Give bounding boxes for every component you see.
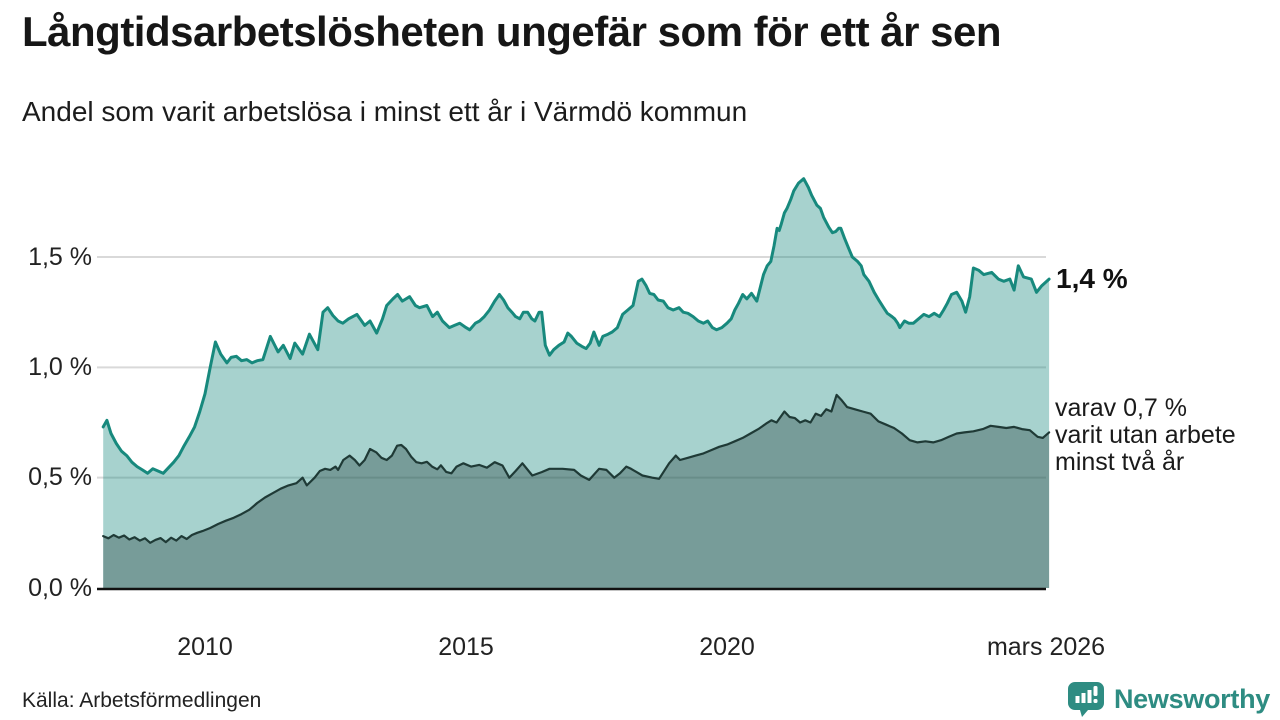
logo-bubble-shape xyxy=(1067,682,1104,717)
x-axis-tick-label: 2010 xyxy=(177,633,233,661)
chart-subtitle: Andel som varit arbetslösa i minst ett å… xyxy=(22,96,748,127)
brand-name: Newsworthy xyxy=(1113,683,1270,714)
page-title: Långtidsarbetslösheten ungefär som för e… xyxy=(22,8,1002,55)
y-axis-tick-label: 1,5 % xyxy=(28,243,92,271)
logo-bars-glyph xyxy=(1075,686,1098,703)
x-axis-tick-label: 2020 xyxy=(699,633,755,661)
newsworthy-logo-icon xyxy=(1067,682,1104,717)
secondary-series-annotation: varav 0,7 % varit utan arbete minst två … xyxy=(1055,395,1236,476)
latest-value-label: 1,4 % xyxy=(1056,263,1128,294)
secondary-annotation-line: varit utan arbete xyxy=(1055,421,1236,449)
y-axis-tick-label: 0,0 % xyxy=(28,574,92,602)
secondary-annotation-line: varav 0,7 % xyxy=(1055,394,1188,422)
x-axis-tick-label: 2015 xyxy=(438,633,494,661)
y-axis-tick-label: 0,5 % xyxy=(28,463,92,491)
series-area-0 xyxy=(103,178,1050,588)
newsworthy-branding: Newsworthy xyxy=(1067,681,1270,717)
source-attribution: Källa: Arbetsförmedlingen xyxy=(22,689,262,712)
series-line-0 xyxy=(101,177,1051,475)
secondary-annotation-line: minst två år xyxy=(1055,448,1185,476)
x-axis-tick-label: mars 2026 xyxy=(986,633,1106,661)
y-axis-tick-label: 1,0 % xyxy=(28,353,92,381)
series-area-1 xyxy=(103,394,1050,588)
series-line-1 xyxy=(102,393,1051,544)
